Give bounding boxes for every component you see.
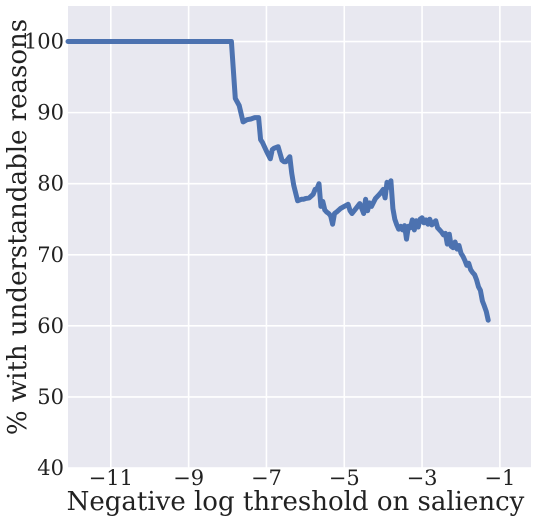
y-axis-label: % with understandable reasons xyxy=(3,19,33,435)
series-line xyxy=(65,39,491,323)
x-tick-label: −3 xyxy=(407,466,438,490)
plot-background xyxy=(68,6,531,468)
x-tick-label: −1 xyxy=(484,466,515,490)
y-tick-label: 100 xyxy=(24,30,64,54)
y-tick-labels: 40 50 60 70 80 90 100 xyxy=(24,30,64,480)
x-tick-label: −9 xyxy=(173,466,204,490)
y-tick-label: 60 xyxy=(37,314,64,338)
series-lines xyxy=(65,39,491,323)
x-tick-label: −7 xyxy=(251,466,282,490)
y-tick-label: 50 xyxy=(37,385,64,409)
y-tick-label: 80 xyxy=(37,172,64,196)
x-tick-label: −5 xyxy=(329,466,360,490)
x-tick-labels: −11 −9 −7 −5 −3 −1 xyxy=(89,466,516,490)
y-tick-label: 90 xyxy=(37,101,64,125)
grid xyxy=(68,6,531,469)
y-tick-label: 40 xyxy=(37,456,64,480)
x-axis-label: Negative log threshold on saliency xyxy=(67,487,525,517)
y-tick-label: 70 xyxy=(37,243,64,267)
x-tick-label: −11 xyxy=(89,466,133,490)
